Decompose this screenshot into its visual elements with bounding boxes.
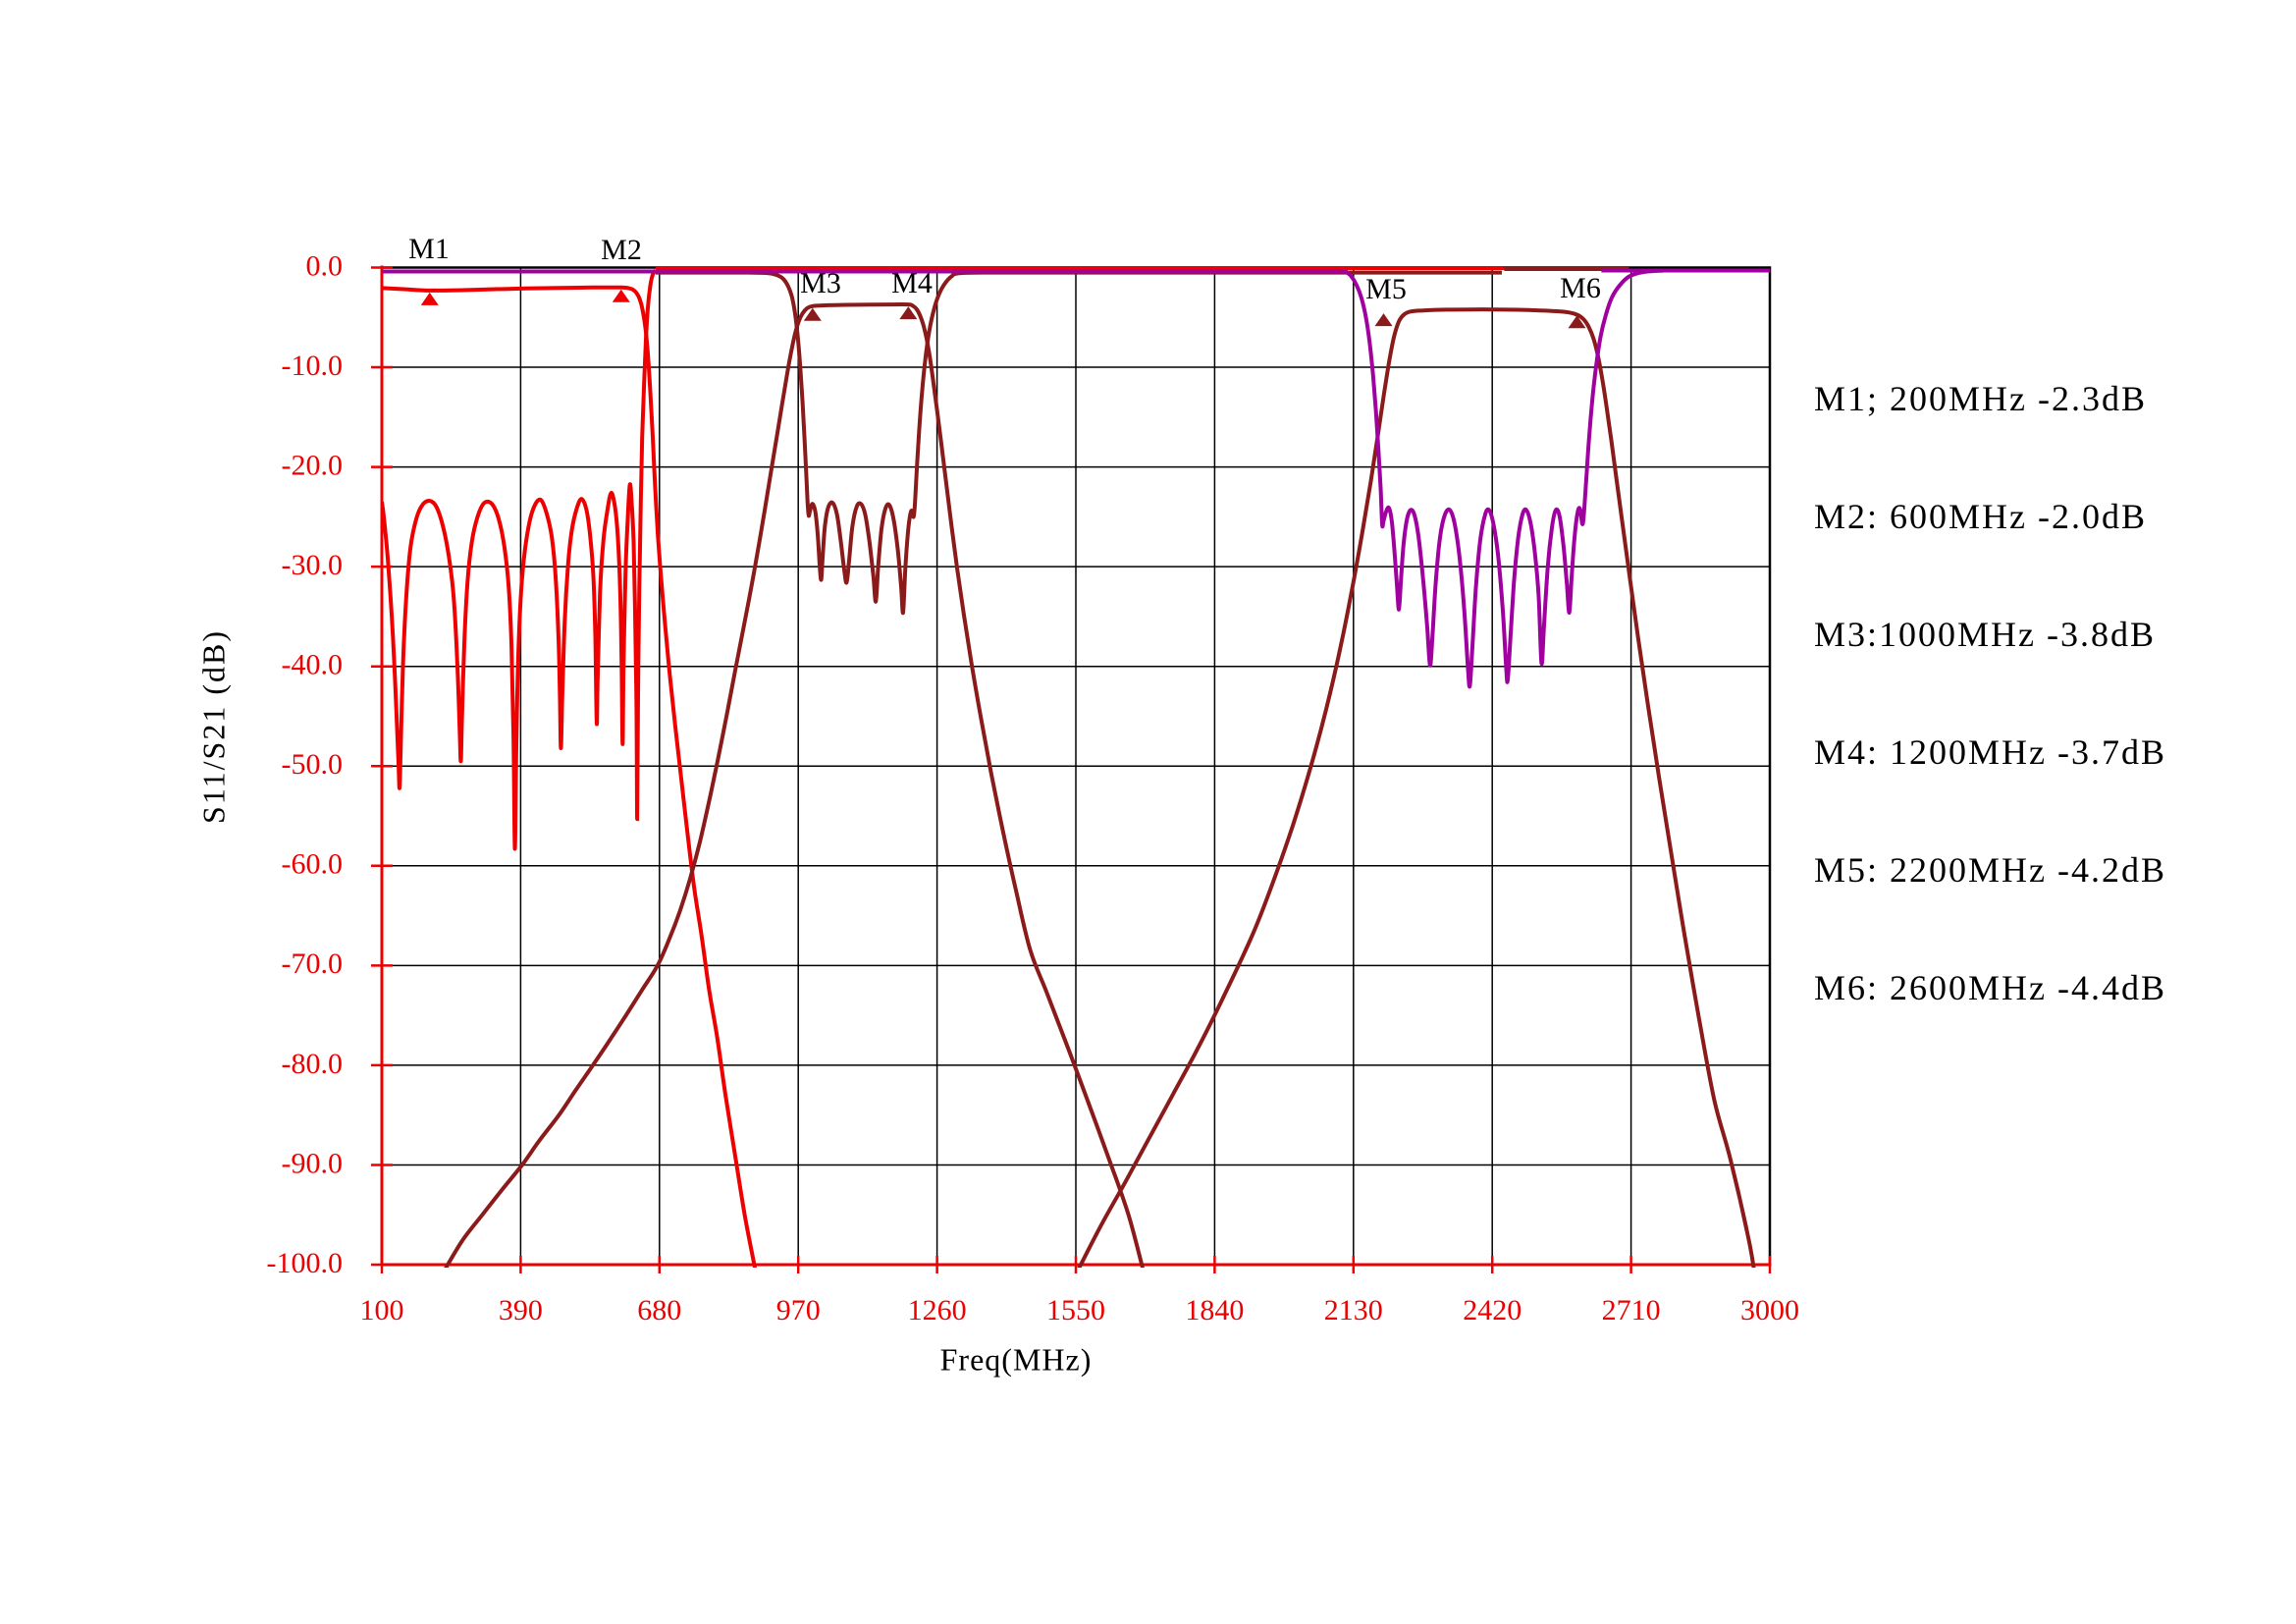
trace-4 [655, 270, 1502, 616]
traces [381, 266, 1770, 1268]
x-tick-label: 1550 [1046, 1294, 1105, 1326]
marker-m3-label: M3 [800, 267, 841, 299]
y-tick-label: -40.0 [282, 649, 344, 681]
y-tick-label: -60.0 [282, 848, 344, 881]
legend-line-m6: M6: 2600MHz -4.4dB [1814, 968, 2166, 1007]
marker-m3-triangle [803, 307, 822, 321]
y-tick-label: -90.0 [282, 1147, 344, 1179]
grid [382, 267, 1770, 1265]
y-tick-label: -20.0 [282, 449, 344, 481]
y-tick-label: -50.0 [282, 748, 344, 781]
tick-marks [371, 266, 1772, 1273]
marker-m5-label: M5 [1365, 273, 1407, 305]
x-axis-title: Freq(MHz) [939, 1341, 1093, 1378]
y-tick-label: -10.0 [282, 350, 344, 382]
y-tick-label: 0.0 [306, 249, 344, 282]
x-tick-label: 2130 [1324, 1294, 1383, 1326]
x-tick-label: 100 [360, 1294, 404, 1326]
trace-2 [444, 301, 1145, 1268]
x-tick-label: 2710 [1602, 1294, 1661, 1326]
markers: M1 M2 M3 M4 M5 M6 [408, 233, 1601, 329]
legend-line-m4: M4: 1200MHz -3.7dB [1814, 732, 2166, 772]
marker-legend: M1; 200MHz -2.3dB M2: 600MHz -2.0dB M3:1… [1814, 300, 2166, 1086]
marker-m1-label: M1 [408, 233, 450, 265]
y-axis-title: S11/S21 (dB) [195, 629, 232, 824]
legend-line-m5: M5: 2200MHz -4.2dB [1814, 850, 2166, 890]
marker-m6-triangle [1568, 315, 1586, 329]
trace-0 [381, 268, 658, 851]
y-tick-label: -100.0 [267, 1247, 344, 1279]
legend-line-m3: M3:1000MHz -3.8dB [1814, 615, 2156, 654]
marker-m6-label: M6 [1560, 272, 1601, 304]
tick-labels: 0.0 -10.0 -20.0 -30.0 -40.0 -50.0 -60.0 -70.0 -8… [267, 249, 1800, 1326]
marker-m4-triangle [899, 306, 918, 320]
x-tick-label: 680 [637, 1294, 681, 1326]
x-tick-label: 3000 [1740, 1294, 1799, 1326]
y-tick-label: -80.0 [282, 1048, 344, 1080]
trace-1 [381, 285, 757, 1268]
legend-line-m1: M1; 200MHz -2.3dB [1814, 379, 2147, 418]
y-tick-label: -30.0 [282, 549, 344, 581]
trace-5 [1343, 268, 1665, 689]
marker-m2-triangle [612, 289, 630, 302]
x-tick-label: 970 [776, 1294, 821, 1326]
trace-3 [1077, 307, 1756, 1268]
legend-line-m2: M2: 600MHz -2.0dB [1814, 497, 2147, 536]
x-tick-label: 390 [499, 1294, 543, 1326]
x-tick-label: 2420 [1463, 1294, 1522, 1326]
marker-m1-triangle [420, 292, 439, 305]
marker-m4-label: M4 [891, 267, 933, 299]
x-tick-label: 1840 [1185, 1294, 1244, 1326]
y-tick-label: -70.0 [282, 947, 344, 980]
x-tick-label: 1260 [908, 1294, 967, 1326]
marker-m2-label: M2 [601, 234, 642, 266]
marker-m5-triangle [1374, 313, 1393, 327]
